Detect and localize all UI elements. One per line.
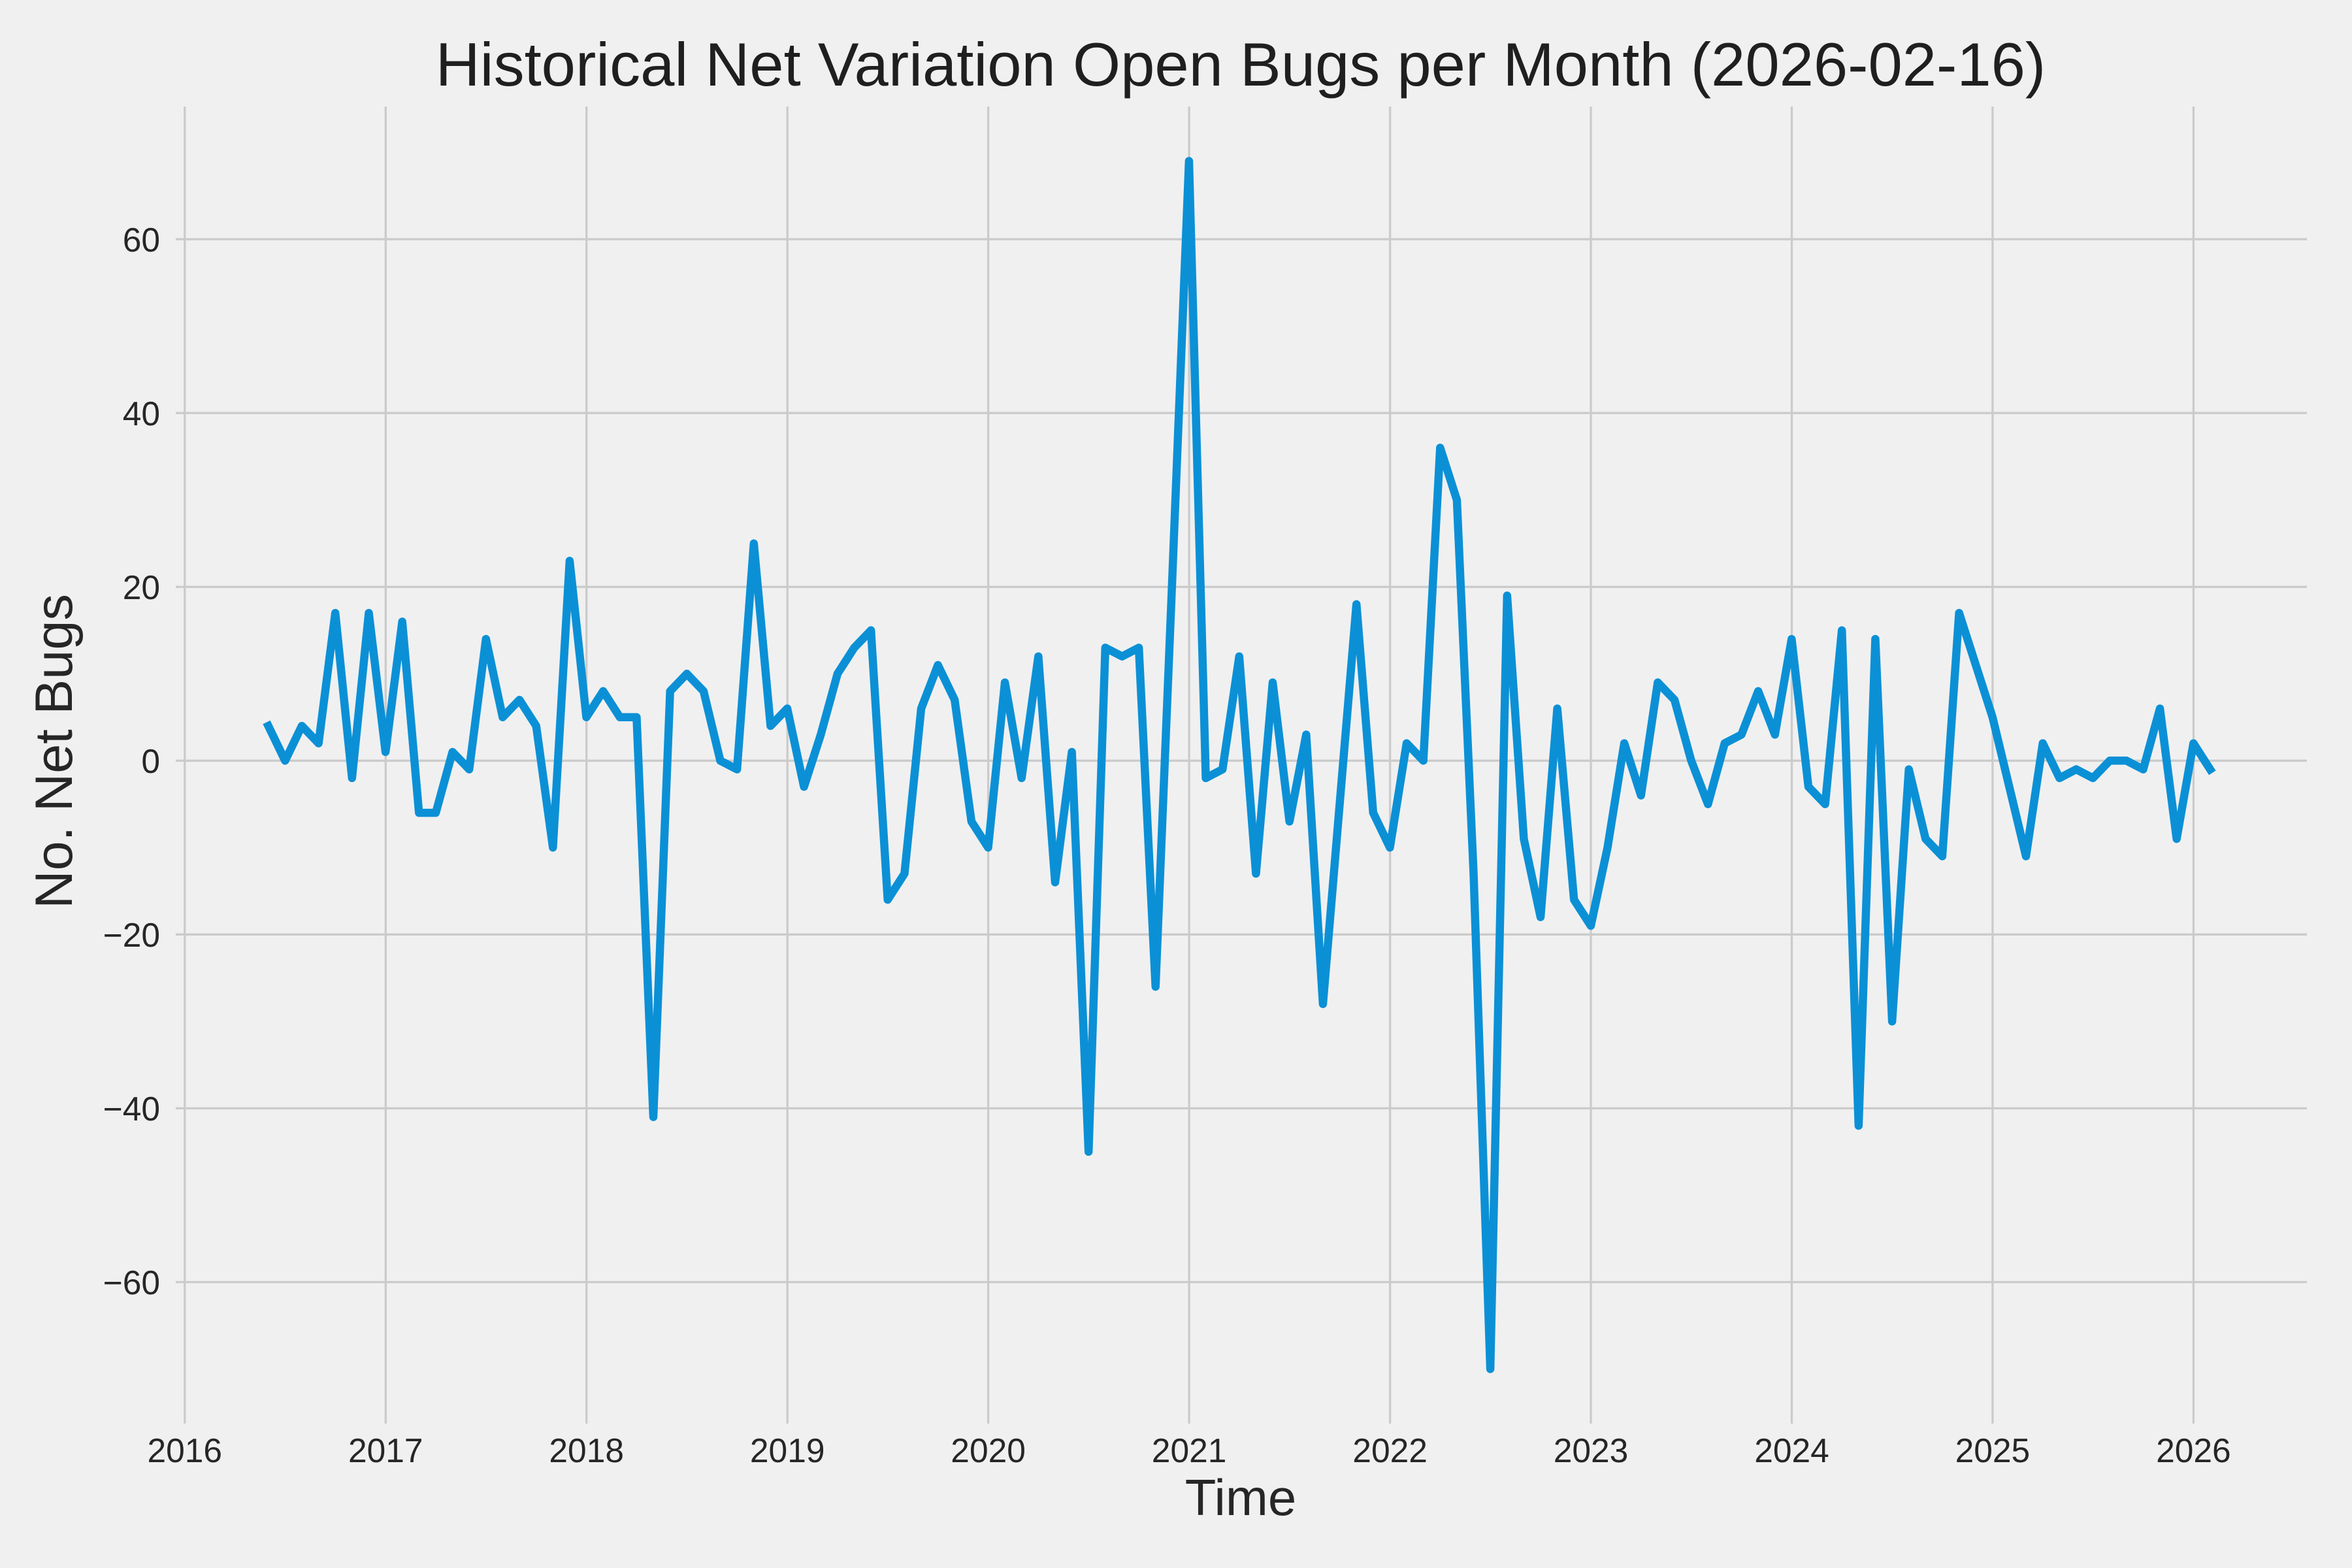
svg-text:0: 0 — [141, 742, 160, 780]
svg-text:60: 60 — [123, 221, 160, 259]
svg-text:2022: 2022 — [1352, 1431, 1428, 1469]
svg-text:Time: Time — [1185, 1469, 1296, 1526]
svg-text:−60: −60 — [103, 1264, 160, 1301]
svg-text:2025: 2025 — [1955, 1431, 2031, 1469]
svg-text:2017: 2017 — [348, 1431, 423, 1469]
svg-text:2016: 2016 — [148, 1431, 223, 1469]
svg-text:−40: −40 — [103, 1090, 160, 1128]
svg-text:2018: 2018 — [549, 1431, 624, 1469]
svg-text:−20: −20 — [103, 916, 160, 954]
svg-text:2023: 2023 — [1554, 1431, 1629, 1469]
svg-text:No. Net Bugs: No. Net Bugs — [25, 594, 84, 909]
svg-text:20: 20 — [123, 568, 160, 606]
svg-text:2020: 2020 — [951, 1431, 1026, 1469]
svg-text:2024: 2024 — [1754, 1431, 1829, 1469]
svg-text:2026: 2026 — [2156, 1431, 2231, 1469]
svg-text:40: 40 — [123, 395, 160, 433]
svg-text:Historical Net Variation Open: Historical Net Variation Open Bugs per M… — [436, 30, 2046, 99]
svg-text:2021: 2021 — [1152, 1431, 1227, 1469]
svg-text:2019: 2019 — [750, 1431, 825, 1469]
